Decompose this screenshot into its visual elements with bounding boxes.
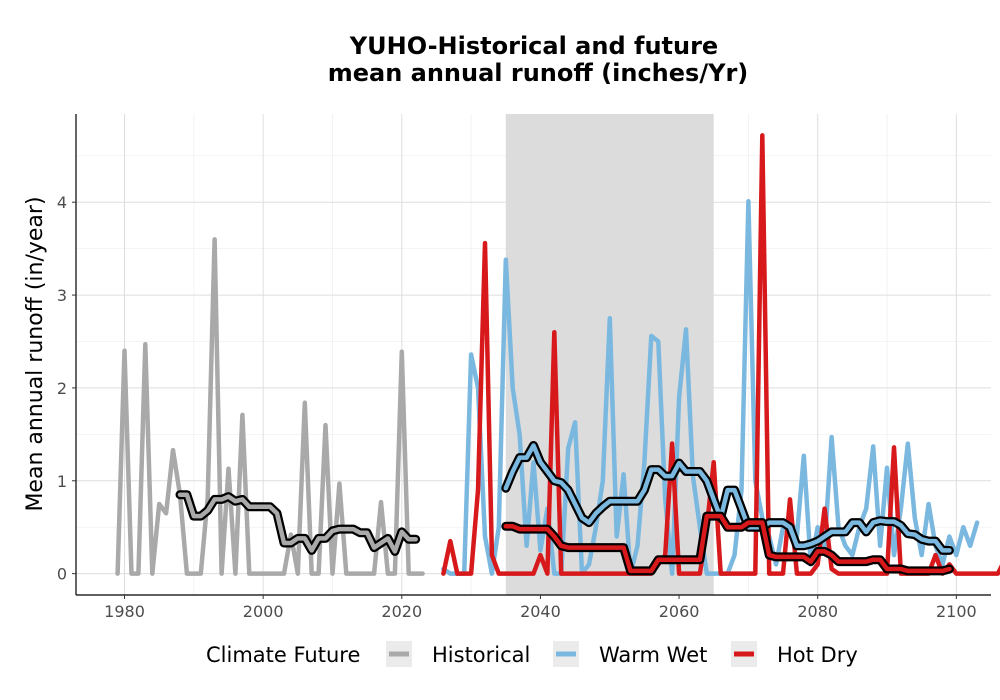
x-tick-label: 1980 [104, 602, 145, 621]
legend-label-hot-dry: Hot Dry [777, 643, 858, 667]
y-tick-label: 0 [57, 565, 67, 584]
x-tick-label: 2060 [659, 602, 700, 621]
chart-title-line-1: YUHO-Historical and future [349, 32, 718, 60]
plot-panel: 1980 2000 2020 2040 2060 2080 2100 0 1 2 3 4 [57, 114, 1000, 621]
legend-label-historical: Historical [432, 643, 530, 667]
series-line-warm-wet [441, 199, 980, 576]
y-tick-label: 4 [57, 193, 67, 212]
y-tick-label: 1 [57, 472, 67, 491]
smoothed-line-warm-wet [503, 443, 952, 553]
y-axis-label: Mean annual runoff (in/year) [23, 196, 48, 511]
x-tick-label: 2100 [936, 602, 977, 621]
legend-label-warm-wet: Warm Wet [599, 643, 707, 667]
legend: Climate Future Historical Warm Wet Hot D… [206, 641, 858, 667]
x-tick-label: 2080 [797, 602, 838, 621]
x-tick-label: 2000 [243, 602, 284, 621]
smoothed-line-hot-dry [503, 513, 952, 574]
smoothed-line-historical [177, 492, 418, 554]
y-tick-label: 3 [57, 286, 67, 305]
x-tick-label: 2020 [381, 602, 422, 621]
y-tick-label: 2 [57, 379, 67, 398]
series-line-historical [115, 237, 425, 576]
chart-title-line-2: mean annual runoff (inches/Yr) [328, 59, 749, 87]
legend-title: Climate Future [206, 643, 360, 667]
x-tick-label: 2040 [520, 602, 561, 621]
